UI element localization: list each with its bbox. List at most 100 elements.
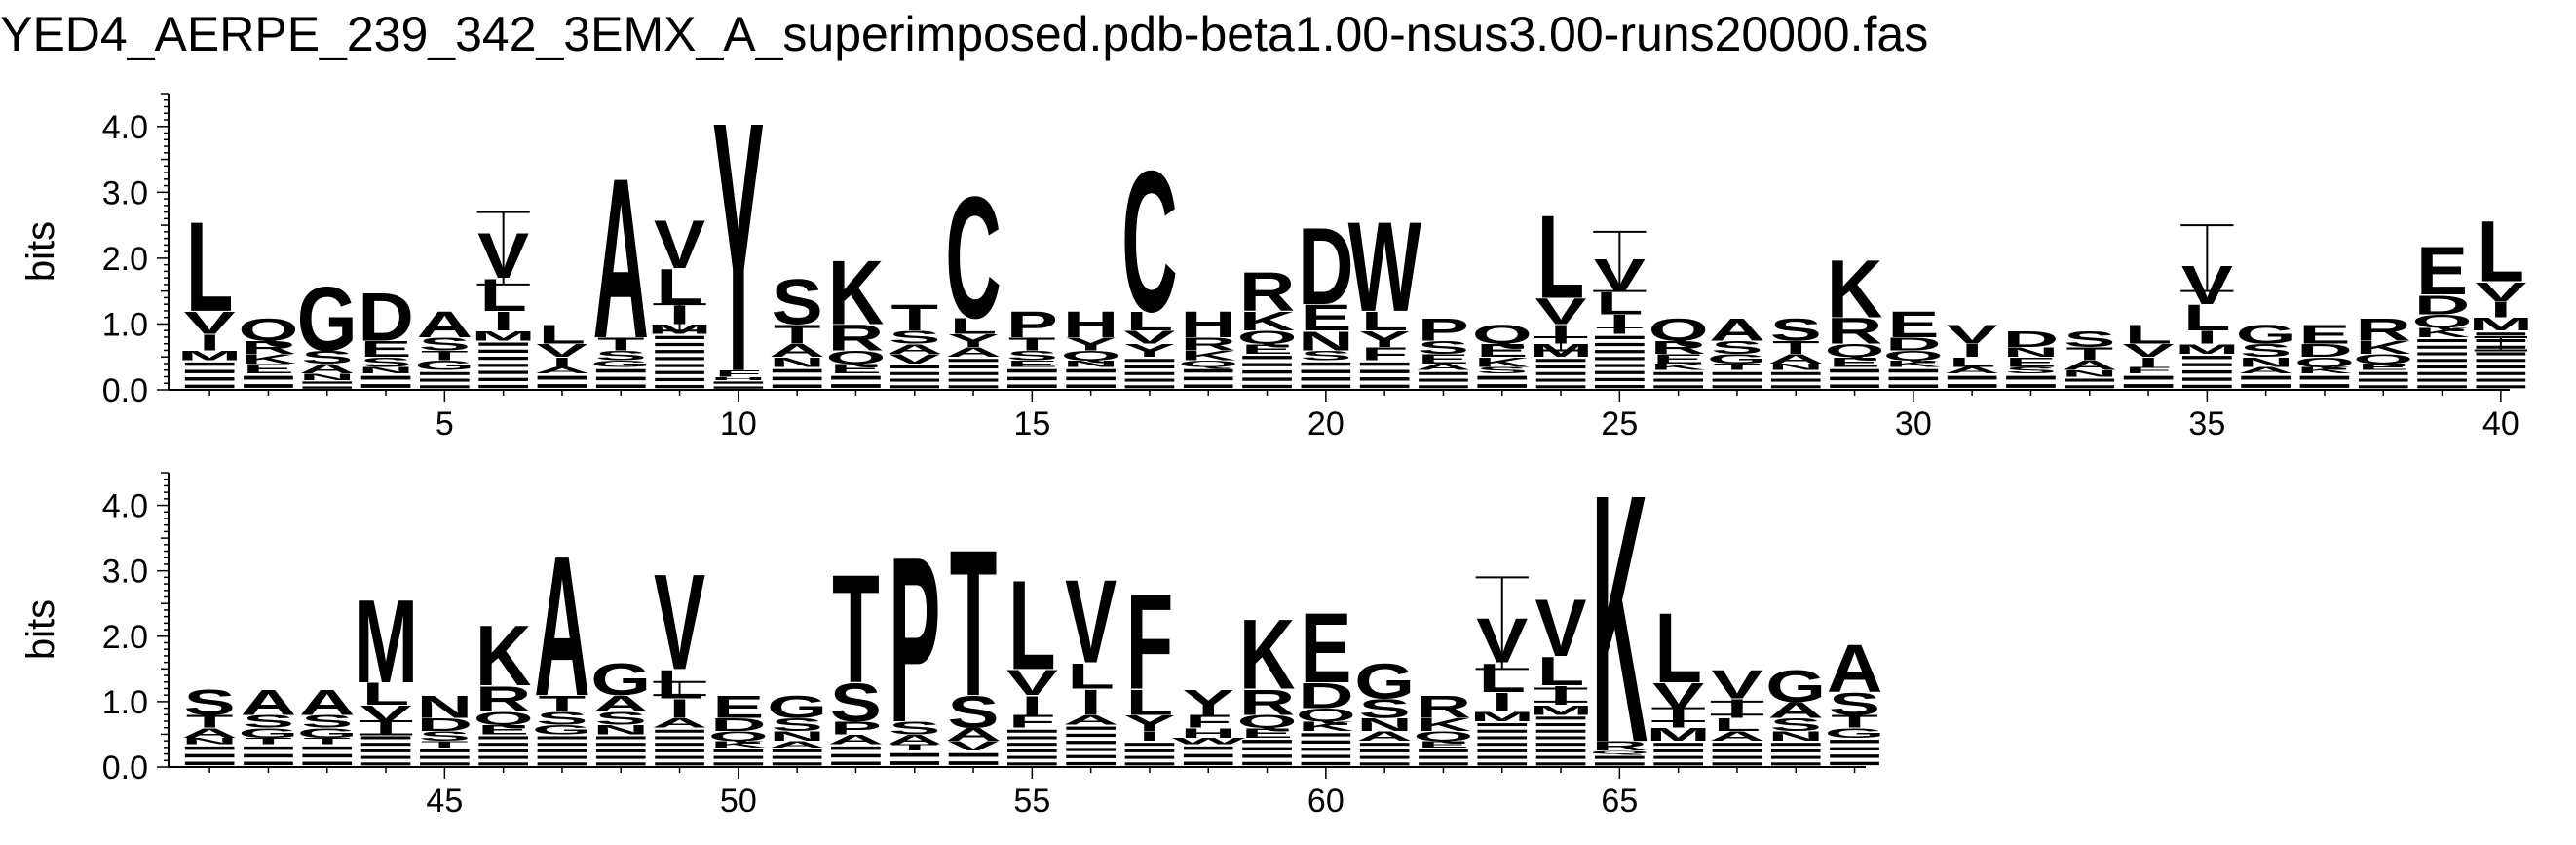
minor-residue-band [1125,749,1175,752]
minor-residue-band [1771,749,1821,752]
minor-residue-band [1536,365,1586,368]
minor-residue-band [1242,762,1292,765]
minor-residue-band [773,384,822,388]
minor-residue-band [420,749,470,752]
minor-residue-band [478,364,528,366]
minor-residue-band [2300,376,2350,380]
minor-residue-band [596,743,646,746]
minor-residue-band [655,378,704,381]
minor-residue-band [1889,377,1939,381]
residue-letter: A [1709,312,1764,348]
minor-residue-band [1595,371,1645,374]
minor-residue-band [1007,749,1057,752]
residue-letter: K [1239,599,1295,711]
minor-residue-band [2241,384,2291,388]
minor-residue-band [1771,762,1821,765]
minor-residue-band [1302,377,1351,380]
residue-letter: D [2003,326,2059,352]
x-tick-label: 35 [2188,405,2225,442]
minor-residue-band [1653,385,1703,388]
minor-residue-band [1477,736,1527,739]
y-tick-label: 0.0 [102,749,148,787]
minor-residue-band [655,385,704,388]
minor-residue-band [2182,385,2232,388]
minor-residue-band [1360,762,1410,765]
minor-residue-band [949,385,999,388]
minor-residue-band [538,762,587,765]
minor-residue-band [1242,377,1292,380]
x-tick-label: 55 [1013,783,1050,820]
minor-residue-band [1713,749,1762,752]
minor-residue-band [244,384,293,388]
minor-residue-band [361,384,411,388]
residue-letter: A [1827,630,1882,706]
minor-residue-band [2477,352,2526,355]
minor-residue-band [1653,749,1703,752]
residue-letter: D [358,279,413,356]
minor-residue-band [1477,730,1527,733]
minor-residue-band [1595,385,1645,388]
minor-residue-band [655,343,704,346]
residue-letter: E [2416,232,2468,309]
minor-residue-band [1007,377,1057,381]
residue-letter: P [1006,305,1058,346]
minor-residue-band [1125,385,1175,388]
minor-residue-band [1595,357,1645,360]
minor-residue-band [1713,372,1762,375]
minor-residue-band [1536,749,1586,752]
minor-residue-band [1653,372,1703,375]
minor-residue-band [361,376,411,380]
minor-residue-band [2006,384,2056,388]
minor-residue-band [773,762,822,765]
residue-letter: F [1126,566,1174,718]
residue-letter: L [539,319,587,350]
residue-letter: G [2236,319,2296,350]
residue-letter: P [889,509,940,772]
residue-letter: Q [239,312,299,348]
minor-residue-band [1007,743,1057,746]
minor-residue-band [1948,376,1997,380]
residue-letter: H [1181,305,1236,346]
minor-residue-band [1830,384,1879,388]
minor-residue-band [1007,756,1057,759]
minor-residue-band [478,743,528,746]
minor-residue-band [1477,749,1527,752]
residue-letter: K [475,607,531,704]
minor-residue-band [420,379,470,382]
minor-residue-band [2359,379,2408,382]
residue-letter: T [950,508,998,741]
minor-residue-band [1713,762,1762,765]
residue-letter: L [1537,190,1585,323]
minor-residue-band [2006,376,2056,380]
minor-residue-band [949,379,999,382]
minor-residue-band [1302,385,1351,388]
residue-letter: G [590,654,651,705]
minor-residue-band [185,762,235,766]
minor-residue-band [2477,385,2526,388]
residue-letter: C [1121,130,1177,355]
minor-residue-band [1419,379,1468,382]
residue-letter: L [1008,554,1056,696]
minor-residue-band [1419,756,1468,759]
minor-residue-band [478,378,528,381]
minor-residue-band [185,385,235,388]
minor-residue-band [420,762,470,765]
minor-residue-band [2417,352,2467,355]
minor-residue-band [831,762,881,766]
minor-residue-band [1830,377,1879,381]
minor-residue-band [2124,384,2174,388]
y-axis-label: bits [19,221,62,282]
residue-letter: Q [1472,319,1533,350]
minor-residue-band [2124,376,2174,380]
minor-residue-band [1477,384,1527,388]
minor-residue-band [949,372,999,375]
minor-residue-band [1007,736,1057,739]
residue-letter: P [1418,312,1469,348]
minor-residue-band [1066,384,1116,388]
x-tick-label: 45 [426,783,463,820]
minor-residue-band [1536,762,1586,765]
minor-residue-band [2065,385,2114,388]
minor-residue-band [2300,384,2350,388]
minor-residue-band [1771,385,1821,388]
y-tick-label: 0.0 [102,372,148,409]
